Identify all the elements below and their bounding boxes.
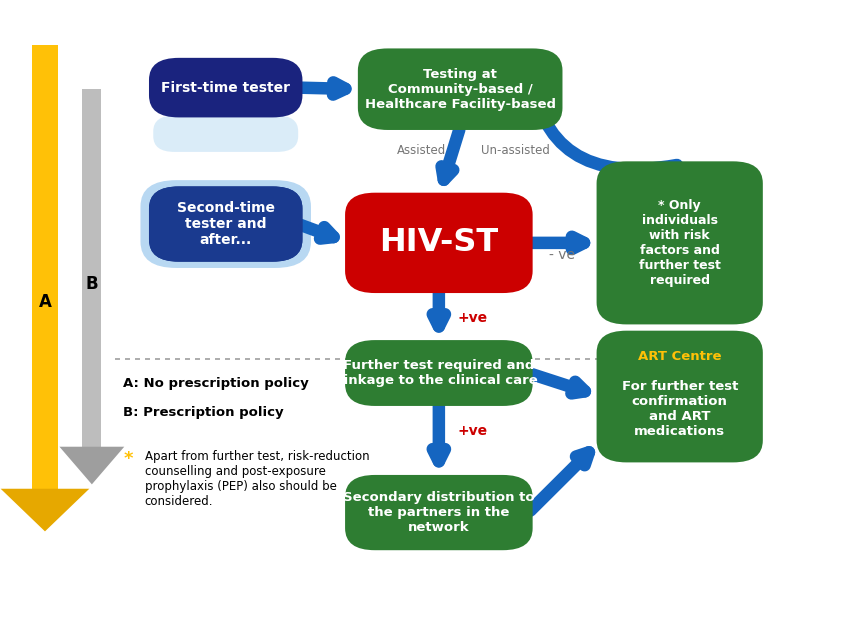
Text: HIV-ST: HIV-ST	[379, 227, 498, 258]
Text: * Only
individuals
with risk
factors and
further test
required: * Only individuals with risk factors and…	[638, 199, 721, 287]
FancyBboxPatch shape	[358, 49, 563, 130]
FancyBboxPatch shape	[345, 193, 533, 293]
Polygon shape	[59, 447, 124, 484]
Text: B: B	[86, 275, 98, 293]
Text: Secondary distribution to
the partners in the
network: Secondary distribution to the partners i…	[343, 491, 535, 534]
Text: +ve: +ve	[458, 424, 488, 438]
Text: Assisted: Assisted	[397, 144, 446, 157]
FancyBboxPatch shape	[154, 115, 299, 152]
FancyBboxPatch shape	[141, 180, 311, 268]
Polygon shape	[1, 489, 89, 531]
FancyBboxPatch shape	[149, 58, 303, 117]
Text: - ve: - ve	[549, 248, 575, 263]
FancyBboxPatch shape	[82, 89, 101, 450]
FancyBboxPatch shape	[596, 331, 763, 462]
FancyBboxPatch shape	[596, 161, 763, 324]
Text: Un-assisted: Un-assisted	[481, 144, 550, 157]
Text: Testing at
Community-based /
Healthcare Facility-based: Testing at Community-based / Healthcare …	[365, 67, 556, 111]
Text: ART Centre: ART Centre	[638, 350, 722, 363]
Text: +ve: +ve	[458, 311, 488, 325]
FancyBboxPatch shape	[149, 186, 303, 261]
Text: Second-time
tester and
after...: Second-time tester and after...	[177, 201, 275, 247]
Text: *: *	[124, 450, 133, 468]
Text: A: A	[39, 294, 51, 311]
FancyBboxPatch shape	[345, 340, 533, 406]
Text: For further test
confirmation
and ART
medications: For further test confirmation and ART me…	[621, 380, 738, 438]
FancyBboxPatch shape	[345, 475, 533, 550]
Text: First-time tester: First-time tester	[161, 81, 290, 94]
FancyBboxPatch shape	[33, 45, 57, 491]
Text: Further test required and
linkage to the clinical care: Further test required and linkage to the…	[340, 359, 538, 387]
Text: B: Prescription policy: B: Prescription policy	[124, 406, 284, 419]
FancyBboxPatch shape	[149, 186, 303, 261]
Text: A: No prescription policy: A: No prescription policy	[124, 377, 309, 391]
Text: Apart from further test, risk-reduction
counselling and post-exposure
prophylaxi: Apart from further test, risk-reduction …	[145, 450, 369, 508]
